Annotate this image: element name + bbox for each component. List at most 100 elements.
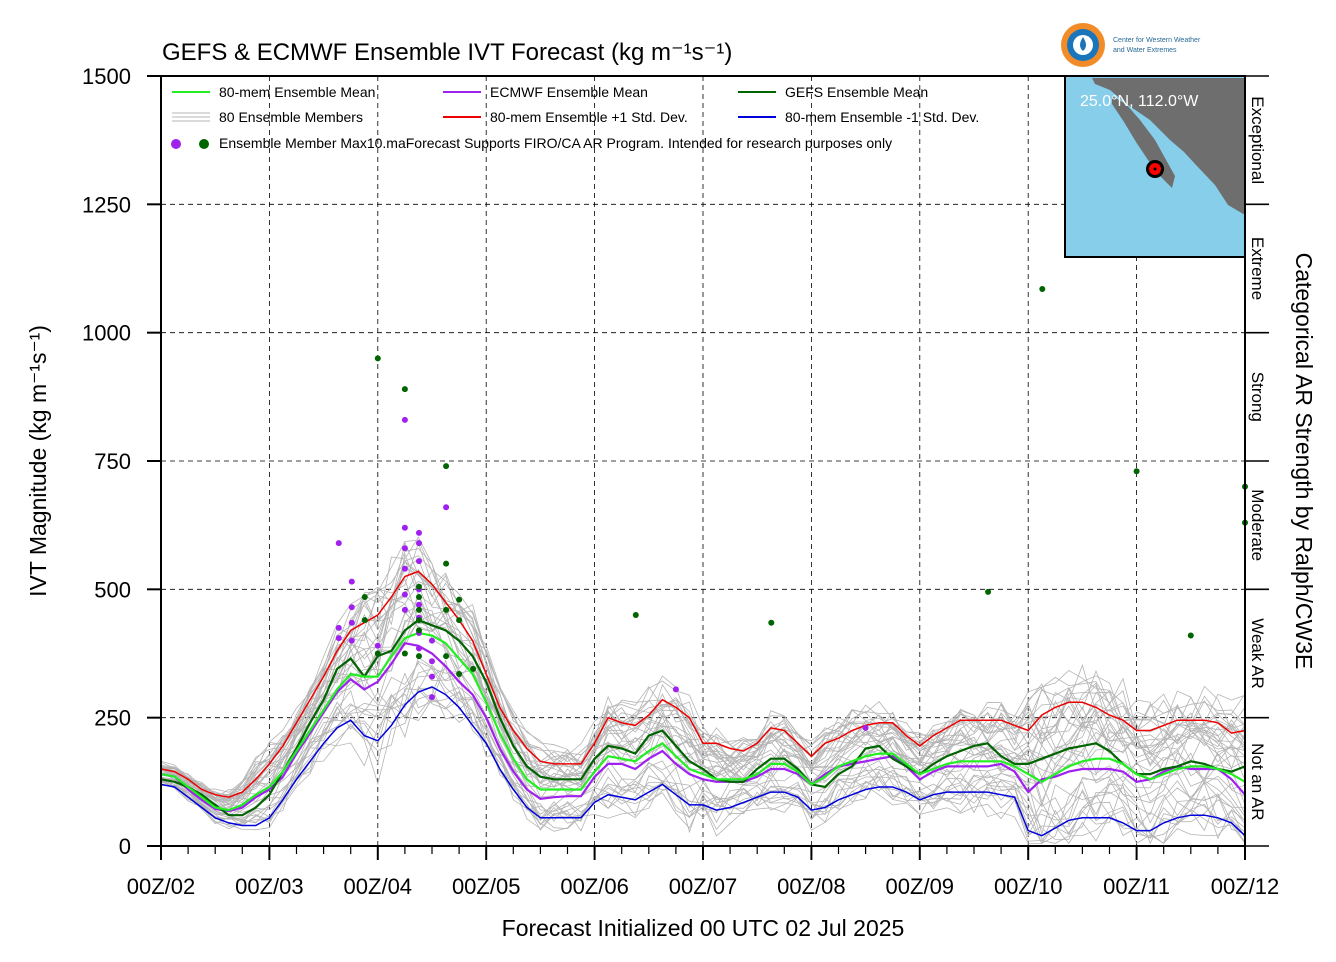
member-max-gefs-dot — [443, 463, 450, 470]
x-axis-label: Forecast Initialized 00 UTC 02 Jul 2025 — [502, 915, 905, 941]
member-max-ecmwf-dot — [348, 619, 355, 626]
legend-swatch-members — [172, 112, 210, 122]
x-tick-label: 00Z/04 — [344, 874, 413, 899]
category-label: Strong — [1248, 372, 1267, 422]
y-tick-label: 750 — [94, 449, 131, 474]
member-max-gefs-dot — [401, 650, 408, 657]
x-tick-label: 00Z/08 — [777, 874, 846, 899]
member-trace — [160, 582, 1246, 803]
y-tick-label: 1250 — [82, 192, 131, 217]
x-tick-label: 00Z/02 — [127, 874, 196, 899]
member-max-gefs-dot — [374, 650, 381, 657]
category-label: Not an AR — [1248, 743, 1267, 821]
member-max-gefs-dot — [374, 355, 381, 362]
member-max-gefs-dot — [415, 627, 422, 634]
legend-dot-ecmwf — [171, 139, 181, 149]
member-trace — [160, 536, 1246, 798]
series-lines — [160, 570, 1246, 837]
member-max-gefs-dot — [415, 617, 422, 624]
legend: 80-mem Ensemble Mean ECMWF Ensemble Mean… — [171, 84, 979, 151]
legend-dot-gefs — [199, 139, 209, 149]
member-trace — [160, 581, 1246, 801]
member-max-ecmwf-dot — [401, 606, 408, 613]
member-trace — [160, 619, 1246, 808]
member-trace — [160, 656, 1246, 836]
member-max-gefs-dot — [415, 606, 422, 613]
y-tick-label: 1500 — [82, 64, 131, 89]
member-max-gefs-dot — [415, 594, 422, 601]
member-max-gefs-dot — [456, 617, 463, 624]
category-label: Weak AR — [1248, 618, 1267, 689]
series-mean80 — [160, 631, 1246, 812]
member-max-gefs-dot — [361, 617, 368, 624]
ar-category-axis: Not an AR Weak AR Moderate Strong Extreme Exc… — [1245, 75, 1269, 847]
series-plus_sd — [160, 570, 1246, 798]
x-tick-label: 00Z/05 — [452, 874, 521, 899]
member-max-ecmwf-dot — [415, 540, 422, 547]
location-inset-map: 25.0°N, 112.0°W — [1064, 75, 1246, 258]
member-max-gefs-dot — [1187, 632, 1194, 639]
legend-members: 80 Ensemble Members — [219, 109, 363, 125]
member-max-gefs-dot — [401, 386, 408, 393]
ensemble-members — [160, 536, 1246, 845]
member-max-ecmwf-dot — [429, 673, 435, 680]
member-max-gefs-dot — [443, 560, 450, 567]
category-label: Extreme — [1248, 237, 1267, 300]
member-max-gefs-dot — [470, 665, 477, 672]
member-max-ecmwf-dot — [348, 637, 355, 644]
logo-line1: Center for Western Weather — [1113, 37, 1201, 44]
right-axis-label: Categorical AR Strength by Ralph/CW3E — [1291, 253, 1317, 670]
member-max-ecmwf-dot — [415, 558, 422, 565]
member-max-ecmwf-dot — [401, 545, 408, 552]
legend-gefs: GEFS Ensemble Mean — [785, 84, 928, 100]
chart-title: GEFS & ECMWF Ensemble IVT Forecast (kg m… — [162, 39, 732, 66]
member-max-gefs-dot — [361, 594, 368, 601]
member-max-gefs-dot — [415, 653, 422, 660]
member-max-ecmwf-dot — [374, 642, 381, 649]
member-max-gefs-dot — [456, 671, 463, 678]
member-trace — [160, 604, 1246, 808]
cw3e-logo: Center for Western Weather and Water Ext… — [1061, 23, 1201, 67]
member-trace — [160, 659, 1246, 838]
x-tick-label: 00Z/07 — [669, 874, 738, 899]
member-max-ecmwf-dot — [415, 645, 422, 652]
legend-minus-sd: 80-mem Ensemble -1 Std. Dev. — [785, 109, 979, 125]
x-axis: 00Z/02 00Z/03 00Z/04 00Z/05 00Z/06 00Z/07 00Z/… — [127, 846, 1280, 899]
member-max-ecmwf-dot — [335, 540, 342, 547]
member-max-gefs-dot — [456, 596, 463, 603]
legend-plus-sd: 80-mem Ensemble +1 Std. Dev. — [490, 109, 688, 125]
inset-location-label: 25.0°N, 112.0°W — [1080, 93, 1199, 110]
x-tick-label: 00Z/06 — [560, 874, 629, 899]
member-max-ecmwf-dot — [429, 694, 435, 701]
member-max-ecmwf-dot — [672, 686, 679, 693]
member-max-gefs-dot — [1133, 468, 1140, 475]
member-max-ecmwf-dot — [415, 601, 422, 608]
member-trace — [160, 698, 1246, 840]
member-max-ecmwf-dot — [443, 504, 450, 511]
y-tick-label: 250 — [94, 706, 131, 731]
member-max-ecmwf-dot — [335, 635, 342, 642]
plot-grid — [161, 76, 1245, 846]
member-max-ecmwf-dot — [429, 637, 435, 644]
inset-frame — [1064, 75, 1246, 258]
x-tick-label: 00Z/09 — [886, 874, 955, 899]
y-tick-label: 0 — [119, 834, 131, 859]
series-ecmwf — [160, 641, 1246, 813]
member-max-ecmwf-dot — [401, 524, 408, 531]
member-trace — [160, 660, 1246, 817]
x-tick-label: 00Z/11 — [1103, 874, 1170, 899]
category-label: Moderate — [1248, 489, 1267, 561]
member-max-ecmwf-dot — [415, 529, 422, 536]
series-minus_sd — [160, 686, 1246, 837]
member-max-gefs-dot — [768, 619, 775, 626]
category-label: Exceptional — [1248, 96, 1267, 184]
y-axis: 0 250 500 750 1000 1250 1500 — [82, 64, 161, 859]
x-tick-label: 00Z/12 — [1211, 874, 1280, 899]
member-max-ecmwf-dot — [429, 658, 435, 665]
member-trace — [160, 664, 1246, 843]
member-max-gefs-dot — [632, 612, 639, 618]
member-max-gefs-dot — [985, 588, 992, 595]
member-max-gefs-dot — [443, 606, 450, 613]
logo-line2: and Water Extremes — [1113, 47, 1177, 54]
